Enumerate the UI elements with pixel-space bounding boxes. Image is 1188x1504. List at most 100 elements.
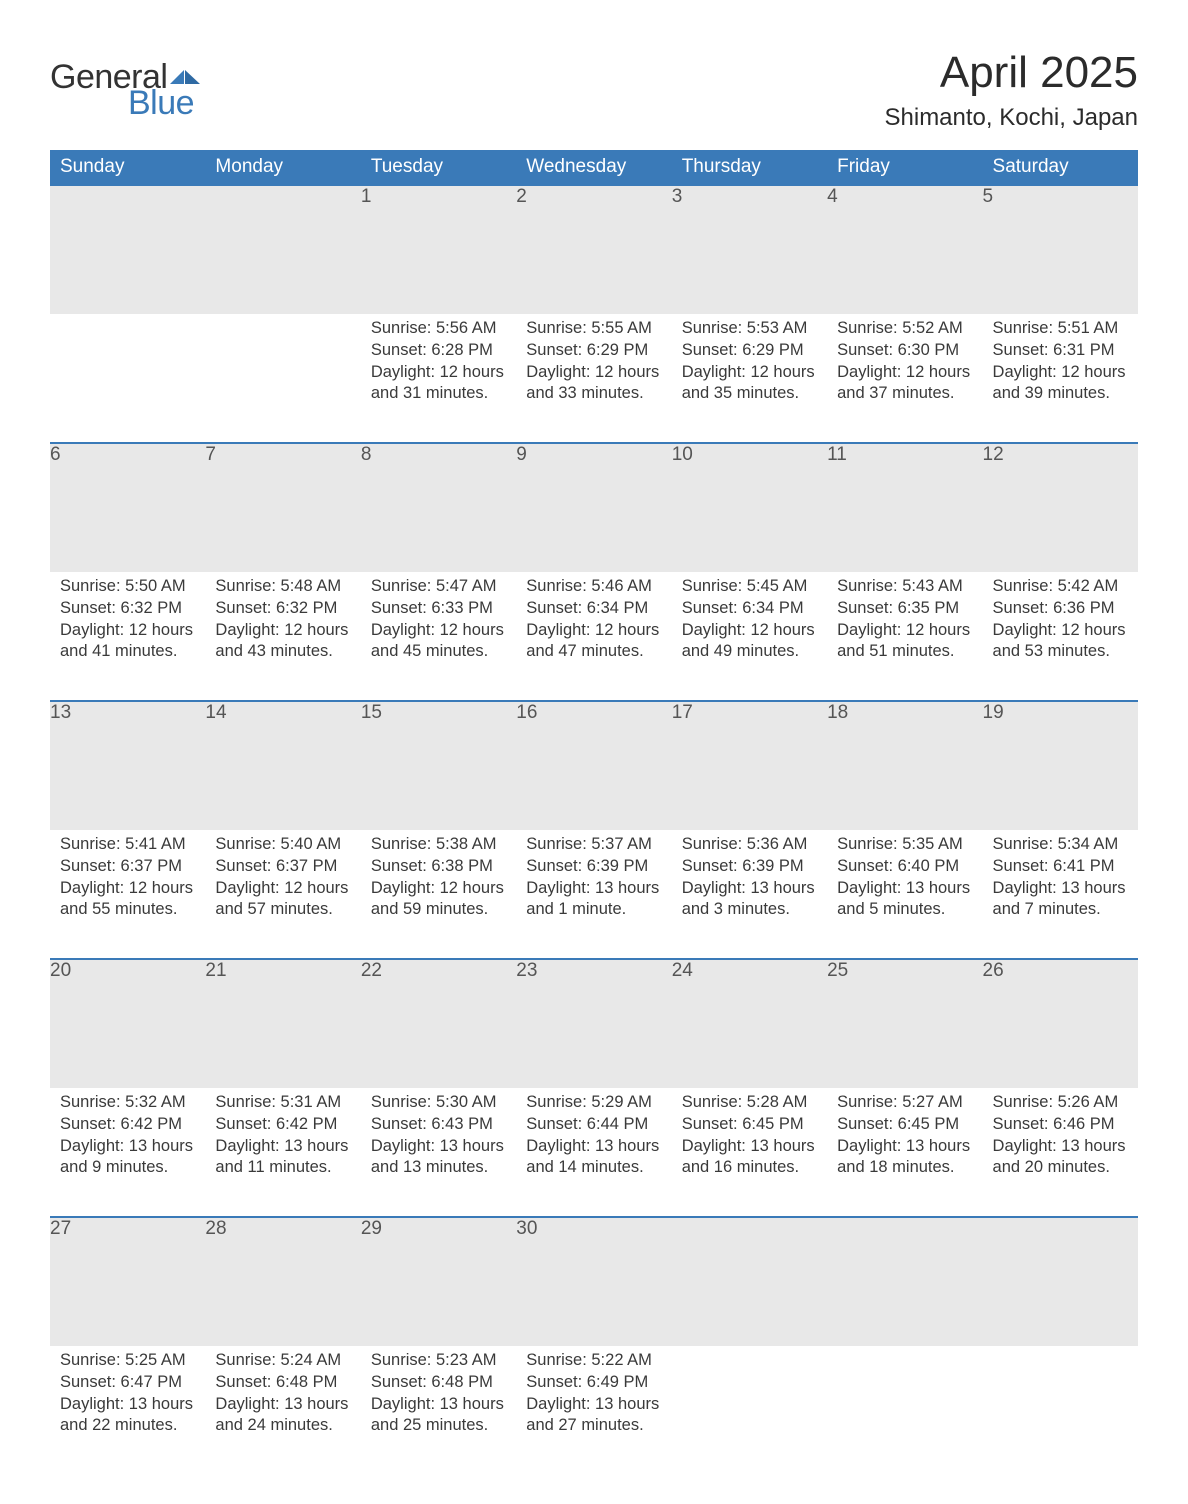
day-cell: Sunrise: 5:29 AMSunset: 6:44 PMDaylight:…	[516, 1088, 671, 1216]
day-cell: Sunrise: 5:32 AMSunset: 6:42 PMDaylight:…	[50, 1088, 205, 1216]
day-number-cell: 28	[205, 1218, 360, 1346]
day-body: Sunrise: 5:46 AMSunset: 6:34 PMDaylight:…	[516, 572, 671, 669]
day-cell: Sunrise: 5:56 AMSunset: 6:28 PMDaylight:…	[361, 314, 516, 442]
day-cell: Sunrise: 5:47 AMSunset: 6:33 PMDaylight:…	[361, 572, 516, 700]
daylight-line: Daylight: 12 hours and 35 minutes.	[682, 362, 817, 406]
day-body-row: Sunrise: 5:25 AMSunset: 6:47 PMDaylight:…	[50, 1346, 1138, 1474]
day-body: Sunrise: 5:28 AMSunset: 6:45 PMDaylight:…	[672, 1088, 827, 1185]
calendar-body: 12345Sunrise: 5:56 AMSunset: 6:28 PMDayl…	[50, 186, 1138, 1474]
sunset-line: Sunset: 6:45 PM	[682, 1114, 817, 1136]
sunrise-line: Sunrise: 5:26 AM	[993, 1092, 1128, 1114]
day-header: Friday	[827, 150, 982, 186]
day-body: Sunrise: 5:35 AMSunset: 6:40 PMDaylight:…	[827, 830, 982, 927]
daylight-line: Daylight: 13 hours and 7 minutes.	[993, 878, 1128, 922]
day-cell: Sunrise: 5:42 AMSunset: 6:36 PMDaylight:…	[983, 572, 1138, 700]
day-header: Saturday	[983, 150, 1138, 186]
day-header-row: Sunday Monday Tuesday Wednesday Thursday…	[50, 150, 1138, 186]
header: General Blue April 2025 Shimanto, Kochi,…	[50, 48, 1138, 132]
day-number-cell: 4	[827, 186, 982, 314]
day-number-cell	[50, 186, 205, 314]
day-body: Sunrise: 5:53 AMSunset: 6:29 PMDaylight:…	[672, 314, 827, 411]
daylight-line: Daylight: 12 hours and 59 minutes.	[371, 878, 506, 922]
daylight-line: Daylight: 13 hours and 16 minutes.	[682, 1136, 817, 1180]
day-number-cell: 27	[50, 1218, 205, 1346]
daylight-line: Daylight: 12 hours and 31 minutes.	[371, 362, 506, 406]
day-number-cell: 15	[361, 702, 516, 830]
day-number-cell: 11	[827, 444, 982, 572]
day-number-cell: 21	[205, 960, 360, 1088]
calendar-table: Sunday Monday Tuesday Wednesday Thursday…	[50, 150, 1138, 1474]
daylight-line: Daylight: 13 hours and 20 minutes.	[993, 1136, 1128, 1180]
day-body: Sunrise: 5:25 AMSunset: 6:47 PMDaylight:…	[50, 1346, 205, 1443]
day-cell: Sunrise: 5:30 AMSunset: 6:43 PMDaylight:…	[361, 1088, 516, 1216]
day-body: Sunrise: 5:30 AMSunset: 6:43 PMDaylight:…	[361, 1088, 516, 1185]
daynum-row: 13141516171819	[50, 702, 1138, 830]
sunset-line: Sunset: 6:45 PM	[837, 1114, 972, 1136]
day-body	[205, 314, 360, 324]
sunset-line: Sunset: 6:43 PM	[371, 1114, 506, 1136]
sunrise-line: Sunrise: 5:32 AM	[60, 1092, 195, 1114]
day-cell: Sunrise: 5:22 AMSunset: 6:49 PMDaylight:…	[516, 1346, 671, 1474]
day-body: Sunrise: 5:47 AMSunset: 6:33 PMDaylight:…	[361, 572, 516, 669]
day-body: Sunrise: 5:27 AMSunset: 6:45 PMDaylight:…	[827, 1088, 982, 1185]
day-cell: Sunrise: 5:23 AMSunset: 6:48 PMDaylight:…	[361, 1346, 516, 1474]
day-number-cell	[205, 186, 360, 314]
daylight-line: Daylight: 13 hours and 9 minutes.	[60, 1136, 195, 1180]
day-number-cell: 26	[983, 960, 1138, 1088]
day-body: Sunrise: 5:55 AMSunset: 6:29 PMDaylight:…	[516, 314, 671, 411]
daylight-line: Daylight: 13 hours and 25 minutes.	[371, 1394, 506, 1438]
day-body: Sunrise: 5:42 AMSunset: 6:36 PMDaylight:…	[983, 572, 1138, 669]
day-header: Wednesday	[516, 150, 671, 186]
calendar-thead: Sunday Monday Tuesday Wednesday Thursday…	[50, 150, 1138, 186]
day-body-row: Sunrise: 5:41 AMSunset: 6:37 PMDaylight:…	[50, 830, 1138, 958]
sunset-line: Sunset: 6:29 PM	[526, 340, 661, 362]
sunrise-line: Sunrise: 5:24 AM	[215, 1350, 350, 1372]
day-body: Sunrise: 5:26 AMSunset: 6:46 PMDaylight:…	[983, 1088, 1138, 1185]
sunrise-line: Sunrise: 5:30 AM	[371, 1092, 506, 1114]
day-number-cell: 23	[516, 960, 671, 1088]
sunrise-line: Sunrise: 5:34 AM	[993, 834, 1128, 856]
day-number-cell: 12	[983, 444, 1138, 572]
logo: General Blue	[50, 48, 200, 120]
day-body	[672, 1346, 827, 1356]
day-cell	[672, 1346, 827, 1474]
sunrise-line: Sunrise: 5:22 AM	[526, 1350, 661, 1372]
sunset-line: Sunset: 6:44 PM	[526, 1114, 661, 1136]
daylight-line: Daylight: 12 hours and 53 minutes.	[993, 620, 1128, 664]
daynum-row: 27282930	[50, 1218, 1138, 1346]
day-body: Sunrise: 5:52 AMSunset: 6:30 PMDaylight:…	[827, 314, 982, 411]
sunset-line: Sunset: 6:49 PM	[526, 1372, 661, 1394]
day-number-cell: 22	[361, 960, 516, 1088]
sunrise-line: Sunrise: 5:45 AM	[682, 576, 817, 598]
sunset-line: Sunset: 6:38 PM	[371, 856, 506, 878]
day-number-cell: 17	[672, 702, 827, 830]
day-body-row: Sunrise: 5:50 AMSunset: 6:32 PMDaylight:…	[50, 572, 1138, 700]
sunrise-line: Sunrise: 5:46 AM	[526, 576, 661, 598]
day-cell: Sunrise: 5:25 AMSunset: 6:47 PMDaylight:…	[50, 1346, 205, 1474]
day-cell	[50, 314, 205, 442]
sunrise-line: Sunrise: 5:35 AM	[837, 834, 972, 856]
day-body: Sunrise: 5:24 AMSunset: 6:48 PMDaylight:…	[205, 1346, 360, 1443]
day-number-cell: 30	[516, 1218, 671, 1346]
title-block: April 2025 Shimanto, Kochi, Japan	[885, 48, 1139, 132]
day-number-cell	[983, 1218, 1138, 1346]
day-cell	[827, 1346, 982, 1474]
day-number-cell: 19	[983, 702, 1138, 830]
daylight-line: Daylight: 13 hours and 22 minutes.	[60, 1394, 195, 1438]
day-cell: Sunrise: 5:35 AMSunset: 6:40 PMDaylight:…	[827, 830, 982, 958]
day-number-cell: 9	[516, 444, 671, 572]
sunset-line: Sunset: 6:29 PM	[682, 340, 817, 362]
day-number-cell	[672, 1218, 827, 1346]
sunset-line: Sunset: 6:31 PM	[993, 340, 1128, 362]
daylight-line: Daylight: 13 hours and 1 minute.	[526, 878, 661, 922]
day-cell: Sunrise: 5:34 AMSunset: 6:41 PMDaylight:…	[983, 830, 1138, 958]
day-body: Sunrise: 5:36 AMSunset: 6:39 PMDaylight:…	[672, 830, 827, 927]
day-number-cell: 14	[205, 702, 360, 830]
day-body: Sunrise: 5:31 AMSunset: 6:42 PMDaylight:…	[205, 1088, 360, 1185]
day-body: Sunrise: 5:43 AMSunset: 6:35 PMDaylight:…	[827, 572, 982, 669]
daynum-row: 6789101112	[50, 444, 1138, 572]
day-cell: Sunrise: 5:27 AMSunset: 6:45 PMDaylight:…	[827, 1088, 982, 1216]
day-cell: Sunrise: 5:40 AMSunset: 6:37 PMDaylight:…	[205, 830, 360, 958]
page-title: April 2025	[885, 48, 1139, 98]
daylight-line: Daylight: 12 hours and 37 minutes.	[837, 362, 972, 406]
